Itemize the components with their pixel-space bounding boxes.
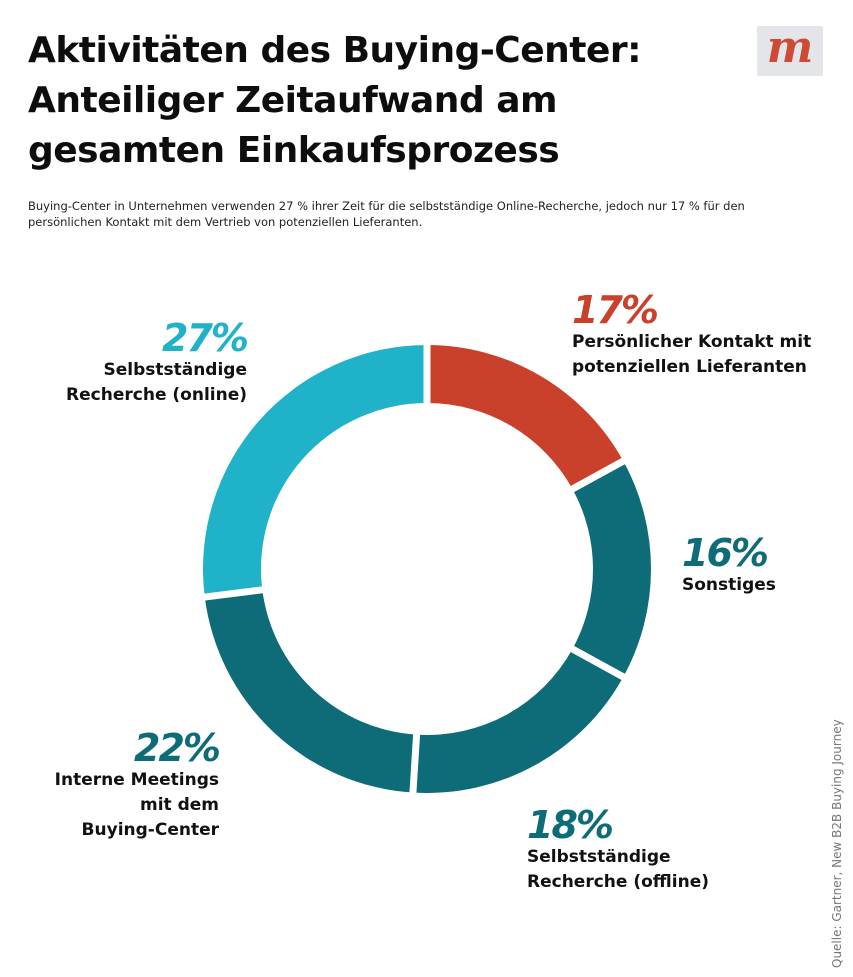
donut-slice-meetings	[204, 589, 417, 793]
slice-desc-line: Persönlicher Kontakt mit	[572, 332, 812, 352]
slice-separator	[202, 586, 265, 601]
chart-subtitle: Buying-Center in Unternehmen verwenden 2…	[28, 199, 745, 229]
slice-desc-line: Interne Meetings	[54, 770, 219, 790]
slice-desc-line: potenziellen Lieferanten	[572, 357, 807, 377]
brand-logo: m	[757, 26, 823, 76]
slice-value-online: 27%	[162, 316, 249, 360]
title-line: Anteiliger Zeitaufwand am	[28, 80, 558, 121]
donut-slice-online	[203, 345, 427, 598]
slice-desc-line: Recherche (online)	[66, 385, 247, 405]
slice-value-kontakt: 17%	[572, 288, 659, 332]
donut-slice-offline	[412, 648, 624, 793]
slice-label-meetings: 22% Interne Meetings mit dem Buying-Cent…	[54, 726, 221, 843]
slice-desc-line: mit dem	[140, 795, 219, 815]
slice-desc-line: Sonstiges	[682, 575, 776, 595]
source-note: Quelle: Gartner, New B2B Buying Journey	[830, 719, 844, 968]
slice-value-meetings: 22%	[134, 726, 221, 770]
donut-slice-kontakt	[427, 345, 624, 490]
slice-value-sonstiges: 16%	[682, 531, 769, 575]
slice-label-online: 27% Selbstständige Recherche (online)	[66, 316, 249, 408]
title-line: gesamten Einkaufsprozess	[28, 130, 560, 171]
slice-desc-line: Selbstständige	[527, 847, 671, 867]
slice-label-kontakt: 17% Persönlicher Kontakt mit potenzielle…	[572, 290, 811, 380]
slice-label-sonstiges: 16% Sonstiges	[682, 533, 776, 598]
slice-desc-line: Buying-Center	[81, 820, 219, 840]
slice-separator	[569, 644, 627, 681]
slice-desc-line: Recherche (offline)	[527, 872, 709, 892]
page-title: Aktivitäten des Buying-Center: Anteilige…	[28, 26, 728, 176]
slice-separator	[409, 732, 421, 795]
title-line: Aktivitäten des Buying-Center:	[28, 30, 642, 71]
slice-value-offline: 18%	[527, 803, 614, 847]
slice-label-offline: 18% Selbstständige Recherche (offline)	[527, 805, 709, 895]
logo-mark-icon: m	[766, 22, 814, 73]
slice-desc-line: Selbstständige	[103, 360, 247, 380]
donut-slice-sonstiges	[572, 461, 652, 677]
slice-separator	[569, 457, 627, 494]
